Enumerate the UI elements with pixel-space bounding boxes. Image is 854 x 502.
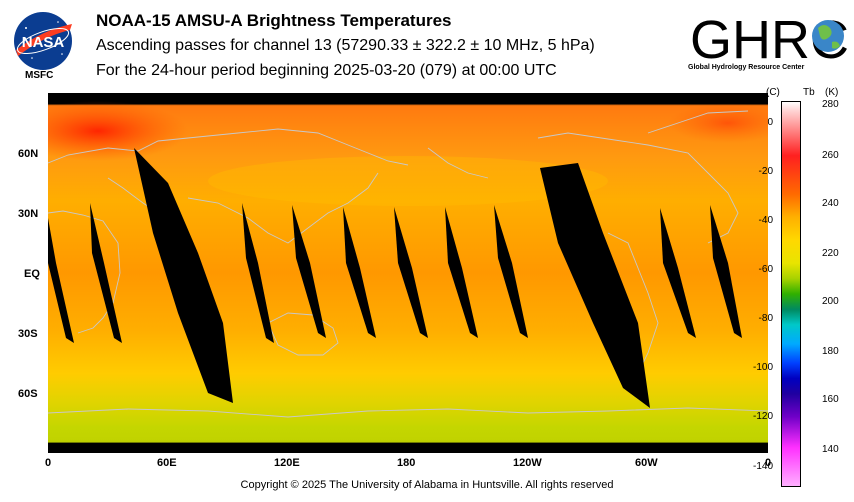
lon-label-60e: 60E	[157, 457, 177, 469]
colorbar-c-tick: -60	[758, 264, 773, 275]
period-subtitle: For the 24-hour period beginning 2025-03…	[96, 62, 557, 79]
colorbar	[781, 101, 801, 487]
colorbar-c-tick: -80	[758, 313, 773, 324]
colorbar-c-tick: -140	[752, 461, 773, 472]
colorbar-c-tick: -120	[752, 411, 773, 422]
lon-label-120w: 120W	[513, 457, 542, 469]
nasa-logo: NASA	[14, 12, 72, 70]
ghrc-subtitle: Global Hydrology Resource Center	[688, 64, 805, 71]
lat-label-60n: 60N	[18, 148, 39, 160]
colorbar-k-tick: 260	[822, 150, 839, 161]
data-gaps	[48, 148, 742, 408]
colorbar-k-tick: 280	[822, 99, 839, 110]
lon-label-0: 0	[45, 457, 52, 469]
colorbar-c-tick: 0	[767, 117, 773, 128]
colorbar-k-tick: 240	[822, 198, 839, 209]
copyright-footer: Copyright © 2025 The University of Alaba…	[240, 479, 614, 491]
lon-label-120e: 120E	[274, 457, 300, 469]
colorbar-k-tick: 180	[822, 346, 839, 357]
colorbar-unit-c: (C)	[766, 87, 780, 98]
ghrc-logo: GHRC	[690, 10, 849, 68]
colorbar-unit-k: (K)	[825, 87, 839, 98]
colorbar-k-tick: 140	[822, 444, 839, 455]
direction-arrow-icon: ←	[406, 89, 418, 103]
msfc-label: MSFC	[25, 70, 54, 81]
colorbar-c-tick: -100	[752, 362, 773, 373]
svg-text:NASA: NASA	[22, 34, 65, 51]
lat-label-30n: 30N	[18, 208, 39, 220]
colorbar-c-tick: -40	[758, 215, 773, 226]
lat-label-eq: EQ	[24, 268, 40, 280]
colorbar-label-tb: Tb	[803, 87, 815, 98]
lat-label-60s: 60S	[18, 388, 38, 400]
colorbar-k-tick: 160	[822, 394, 839, 405]
colorbar-k-tick: 200	[822, 296, 839, 307]
lon-label-180: 180	[397, 457, 416, 469]
lon-label-0-right: 0	[765, 457, 772, 469]
lat-label-30s: 30S	[18, 328, 38, 340]
page-title: NOAA-15 AMSU-A Brightness Temperatures	[96, 11, 452, 30]
colorbar-k-tick: 220	[822, 248, 839, 259]
lon-label-60w: 60W	[635, 457, 658, 469]
brightness-temperature-map	[48, 93, 768, 453]
colorbar-c-tick: -20	[758, 166, 773, 177]
channel-subtitle: Ascending passes for channel 13 (57290.3…	[96, 37, 595, 54]
